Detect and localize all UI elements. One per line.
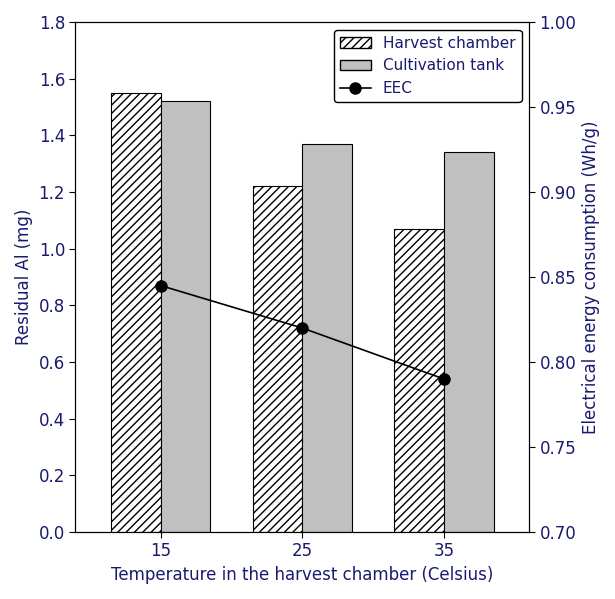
Y-axis label: Residual Al (mg): Residual Al (mg) [15,209,33,345]
Bar [253,186,303,532]
Legend: Harvest chamber, Cultivation tank, EEC: Harvest chamber, Cultivation tank, EEC [334,29,522,102]
X-axis label: Temperature in the harvest chamber (Celsius): Temperature in the harvest chamber (Cels… [111,566,493,584]
EEC [440,376,448,383]
Bar [111,93,161,532]
Bar [444,152,494,532]
Y-axis label: Electrical energy consumption (Wh/g): Electrical energy consumption (Wh/g) [582,120,600,434]
Bar [303,144,352,532]
Bar [394,229,444,532]
EEC [299,325,306,332]
EEC [157,282,164,289]
Bar [161,101,210,532]
Line: EEC: EEC [155,280,450,385]
